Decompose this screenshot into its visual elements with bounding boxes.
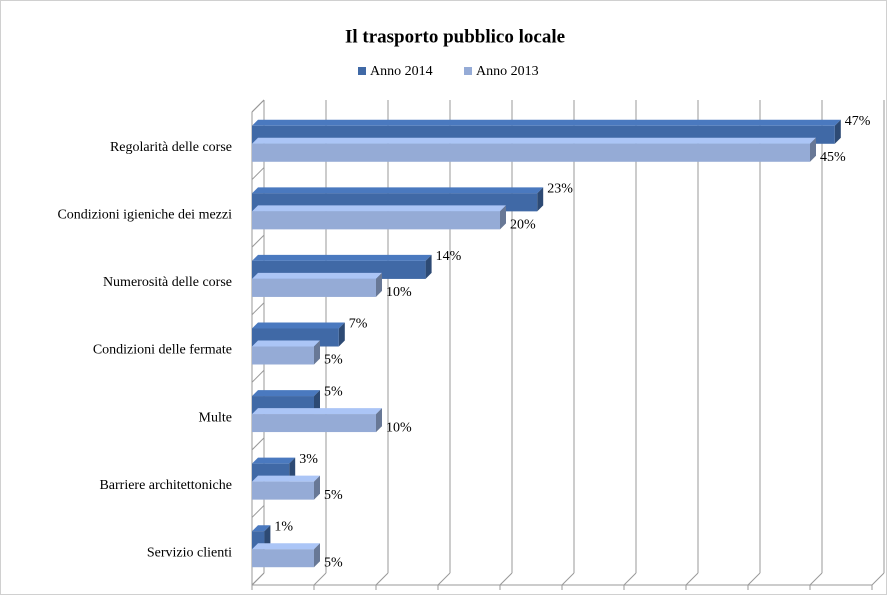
bar-top: [252, 390, 320, 397]
data-label: 10%: [386, 420, 412, 435]
y-tick-label: Condizioni igieniche dei mezzi: [57, 208, 232, 223]
legend-swatch: [358, 67, 366, 75]
bar-side: [376, 272, 382, 297]
bar: [252, 272, 382, 297]
bar: [252, 543, 320, 568]
data-label: 1%: [274, 519, 293, 534]
bar-top: [252, 254, 432, 261]
floor-grid-line: [623, 572, 637, 586]
floor-grid-line: [871, 572, 885, 586]
floor-grid-line: [313, 572, 327, 586]
data-label: 5%: [324, 488, 343, 503]
bar: [252, 475, 320, 500]
bar-top: [252, 525, 271, 532]
bar-top: [252, 543, 320, 550]
bar-side: [314, 475, 320, 500]
bar-front: [252, 346, 314, 365]
bar-side: [376, 408, 382, 433]
bar-side: [810, 137, 816, 162]
y-tick-label: Condizioni delle fermate: [93, 343, 232, 358]
bar-side: [314, 543, 320, 568]
floor-grid-line: [747, 572, 761, 586]
bar-side: [425, 254, 432, 279]
category-divider: [251, 505, 265, 518]
bar-top: [252, 408, 382, 415]
bar-side: [537, 187, 544, 212]
bar-front: [252, 143, 810, 162]
floor-grid-line: [251, 572, 265, 586]
bar-top: [252, 272, 382, 279]
bar-side: [834, 119, 841, 144]
bar-top: [252, 137, 816, 144]
floor-grid-line: [499, 572, 513, 586]
data-label: 3%: [299, 452, 318, 467]
bar-top: [252, 119, 841, 126]
data-label: 5%: [324, 555, 343, 570]
legend-swatch: [464, 67, 472, 75]
y-tick-label: Numerosità delle corse: [103, 275, 232, 290]
bar-top: [252, 340, 320, 347]
category-divider: [251, 234, 265, 248]
data-label: 23%: [547, 182, 573, 197]
bar: [252, 408, 382, 433]
bar-top: [252, 457, 296, 464]
y-tick-label: Servizio clienti: [147, 545, 232, 560]
category-divider: [251, 369, 265, 383]
bar-front: [252, 549, 314, 568]
category-divider: [251, 167, 265, 180]
data-label: 5%: [324, 384, 343, 399]
bar-front: [252, 414, 376, 433]
floor-grid-line: [375, 572, 389, 586]
bar-front: [252, 211, 500, 230]
data-label: 10%: [386, 285, 412, 300]
bar-front: [252, 278, 376, 297]
bar: [252, 205, 506, 230]
chart-title: Il trasporto pubblico locale: [345, 26, 565, 47]
bar: [252, 137, 816, 162]
category-divider: [251, 99, 265, 113]
bar-side: [314, 340, 320, 365]
legend-label: Anno 2014: [370, 64, 433, 79]
floor-grid-line: [437, 572, 451, 586]
bar: [252, 340, 320, 365]
y-tick-label: Regolarità delle corse: [110, 140, 232, 155]
y-tick-label: Barriere architettoniche: [99, 478, 232, 493]
data-label: 14%: [436, 249, 462, 264]
data-label: 5%: [324, 353, 343, 368]
data-label: 45%: [820, 150, 846, 165]
bar-top: [252, 475, 320, 482]
bar-front: [252, 481, 314, 500]
bar-top: [252, 322, 345, 329]
data-label: 7%: [349, 317, 368, 332]
floor-grid-line: [685, 572, 699, 586]
bar-side: [338, 322, 345, 347]
floor-grid-line: [561, 572, 575, 586]
legend-label: Anno 2013: [476, 64, 539, 79]
data-label: 20%: [510, 218, 536, 233]
data-label: 47%: [845, 114, 871, 129]
floor-grid-line: [809, 572, 823, 586]
y-tick-label: Multe: [199, 410, 232, 425]
category-divider: [251, 302, 265, 316]
bar-top: [252, 205, 506, 212]
bar-side: [500, 205, 506, 230]
bar-top: [252, 187, 544, 194]
category-divider: [251, 437, 265, 451]
